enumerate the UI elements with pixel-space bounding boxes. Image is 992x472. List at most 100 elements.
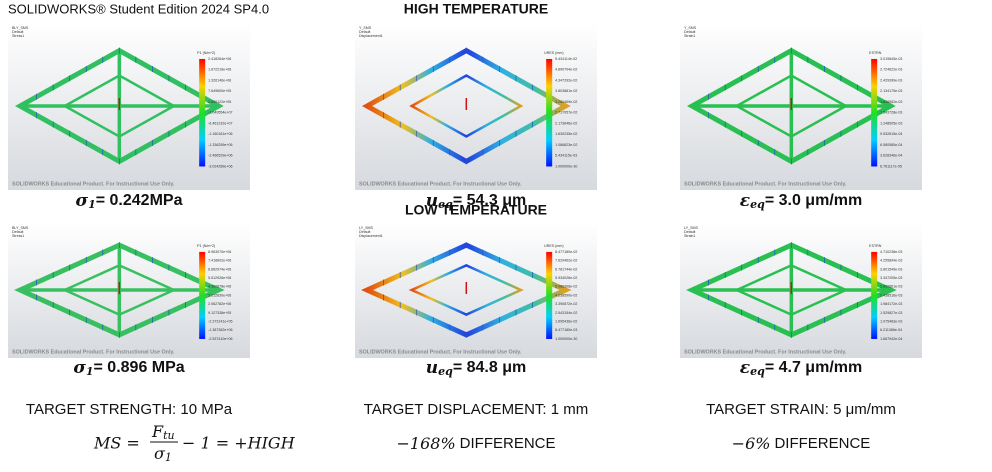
legend-value: -1.387362e+06	[208, 328, 232, 332]
caption: εeq= 4.7 μm/mm	[740, 358, 862, 379]
legend-title: ESTRN	[869, 244, 882, 248]
caption: ueq= 54.3 μm	[426, 191, 526, 212]
caption-symbol: σ	[73, 358, 86, 378]
legend-value: 8.477180e-02	[555, 250, 577, 254]
legend-value: 1.672216e+06	[208, 68, 231, 72]
sim-panel: BLY_SMSDefaultStress1P1 (N/m^2)8.963070e…	[8, 222, 250, 358]
legend-value: 3.347205e-03	[880, 276, 902, 280]
formula: MS = Ftu σ1 − 1 = +HIGH	[93, 422, 296, 465]
difference: −168%DIFFERENCE	[397, 434, 556, 453]
formula-num: Ftu	[151, 422, 175, 443]
formula-num-sub: tu	[163, 429, 175, 442]
legend-value: 2.543154e-02	[555, 311, 577, 315]
caption-text: = 4.7 μm/mm	[765, 359, 862, 376]
study-label: Displacement1	[359, 34, 383, 38]
caption-text: = 0.242MPa	[96, 192, 183, 209]
caption-sub: eq	[750, 198, 765, 211]
section-title: HIGH TEMPERATURE	[404, 1, 548, 17]
legend-title: P1 (N/m^2)	[197, 51, 215, 55]
legend-value: -3.049554e+07	[208, 111, 232, 115]
study-label: Displacement1	[359, 234, 383, 238]
legend-value: 6.211386e-04	[880, 328, 902, 332]
legend-value: 1.248505e-03	[880, 121, 902, 125]
legend-value: 7.629462e-02	[555, 259, 577, 263]
caption-sub: eq	[750, 365, 765, 378]
caption-sub: eq	[438, 365, 453, 378]
caption: ueq= 84.8 μm	[426, 358, 526, 379]
study-label: Stress1	[12, 234, 24, 238]
legend-value: 6.761117e-05	[880, 164, 902, 168]
legend-value: 4.362878e+06	[208, 285, 231, 289]
legend-value: 4.347292e-02	[555, 78, 577, 82]
caption: σ1= 0.896 MPa	[73, 358, 184, 379]
legend-value: 8.963070e+06	[208, 250, 231, 254]
formula-den-sub: 1	[165, 451, 172, 464]
legend-value: 5.434115e-03	[555, 154, 577, 158]
caption: σ1= 0.242MPa	[76, 191, 183, 212]
legend-title: P1 (N/m^2)	[197, 244, 215, 248]
caption-text: = 0.896 MPa	[94, 359, 185, 376]
legend-value: 2.724622e-03	[880, 68, 902, 72]
legend-value: 7.649600e+05	[208, 89, 231, 93]
legend-value: 1.667942e-04	[880, 337, 902, 341]
watermark: SOLIDWORKS Educational Product. For Inst…	[684, 181, 847, 187]
colorbar	[199, 59, 205, 167]
legend-value: 1.630235e-02	[555, 132, 577, 136]
watermark: SOLIDWORKS Educational Product. For Inst…	[12, 181, 175, 187]
legend-value: 3.260469e-02	[555, 100, 577, 104]
legend-value: 5.086308e-02	[555, 285, 577, 289]
formula-num-sym: F	[151, 422, 164, 441]
caption-text: = 84.8 μm	[453, 359, 526, 376]
legend-value: 2.600122e+05	[208, 100, 231, 104]
legend-value: 6.781744e-02	[555, 267, 577, 271]
software-label: SOLIDWORKS® Student Edition 2024 SP4.0	[8, 1, 269, 16]
legend-value: 2.438516e-03	[880, 293, 902, 297]
difference-text: DIFFERENCE	[774, 435, 870, 452]
caption-text: = 3.0 μm/mm	[765, 192, 862, 209]
legend-value: -2.537410e+06	[208, 337, 232, 341]
legend-value: 4.238590e-02	[555, 293, 577, 297]
colorbar	[546, 59, 552, 167]
caption-sub: 1	[88, 198, 96, 211]
difference-value: −6%	[732, 434, 771, 453]
legend-title: URES (mm)	[544, 244, 563, 248]
caption-sub: eq	[438, 198, 453, 211]
formula-lhs: MS =	[93, 434, 140, 453]
legend-value: -2.466529e+06	[208, 154, 232, 158]
legend-value: 1.075483e-03	[880, 320, 902, 324]
legend-value: 3.390872e-02	[555, 302, 577, 306]
target: TARGET STRENGTH: 10 MPa	[26, 401, 233, 418]
legend-value: 2.062782e+06	[208, 302, 231, 306]
legend-value: 4.890704e-02	[555, 68, 577, 72]
legend-value: 5.434114e-02	[555, 57, 577, 61]
colorbar	[871, 59, 877, 167]
study-label: Strain1	[684, 34, 695, 38]
legend-value: 9.127338e+05	[208, 311, 231, 315]
study-label: Strain1	[684, 234, 695, 238]
legend-value: 7.418602e+06	[208, 259, 231, 263]
difference-value: −168%	[397, 434, 456, 453]
target: TARGET DISPLACEMENT: 1 mm	[364, 401, 588, 418]
sim-panel: Y_SMSDefaultStrain1ESTRN3.019845e-032.72…	[680, 22, 922, 190]
colorbar	[546, 252, 552, 339]
legend-value: 3.019845e-03	[880, 57, 902, 61]
watermark: SOLIDWORKS Educational Product. For Inst…	[684, 349, 847, 355]
legend-value: -6.461232e+07	[208, 121, 232, 125]
caption-symbol: u	[426, 191, 438, 211]
legend-value: 1.000000e-30	[555, 337, 577, 341]
watermark: SOLIDWORKS Educational Product. For Inst…	[359, 349, 522, 355]
caption-text: = 54.3 μm	[453, 192, 526, 209]
difference: −6%DIFFERENCE	[732, 434, 871, 453]
legend-value: 1.086823e-02	[555, 143, 577, 147]
legend-value: 1.543728e-03	[880, 111, 902, 115]
legend-title: URES (mm)	[544, 51, 563, 55]
colorbar	[199, 252, 205, 339]
legend-value: 1.838952e-03	[880, 100, 902, 104]
formula-den: σ1	[154, 444, 172, 465]
sim-panel: BLY_SMSDefaultStress1P1 (N/m^2)2.418264e…	[8, 22, 250, 190]
legend-value: 3.628346e-04	[880, 154, 902, 158]
caption-symbol: ε	[740, 191, 750, 211]
sim-panel: LY_SMSDefaultStrain1ESTRN4.710238e-034.2…	[680, 222, 922, 358]
